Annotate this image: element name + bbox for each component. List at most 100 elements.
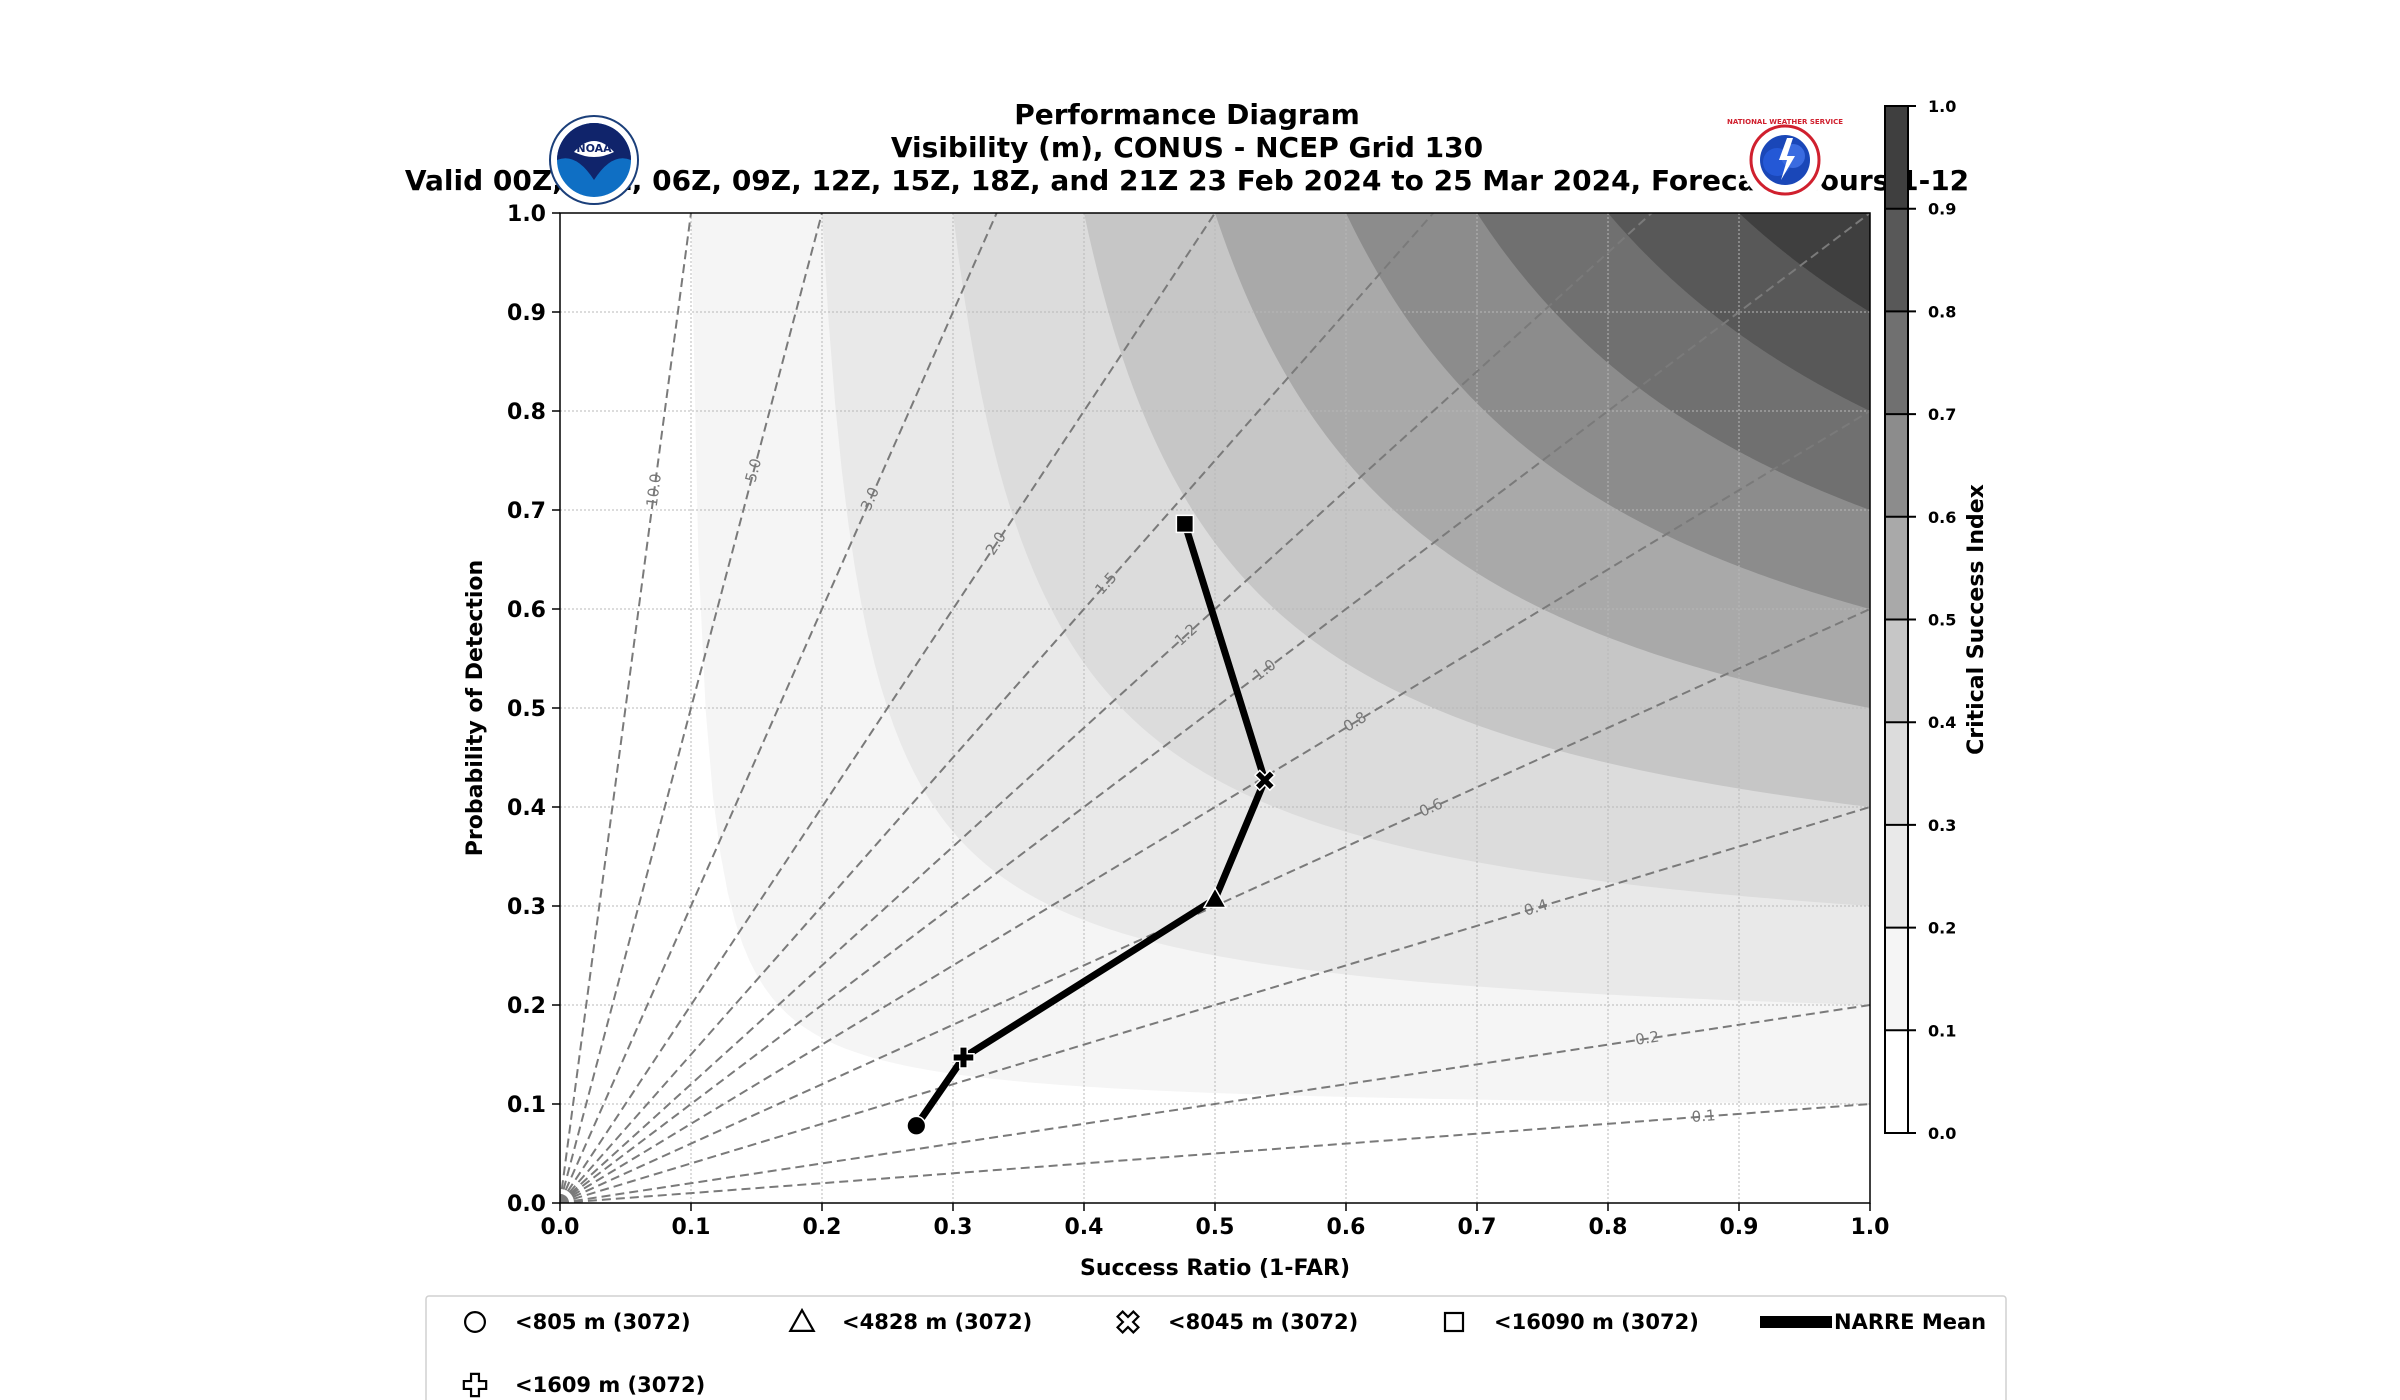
colorbar-tick-label: 0.2: [1928, 919, 1956, 938]
y-tick-label: 1.0: [507, 202, 546, 227]
y-tick-label: 0.7: [507, 499, 546, 524]
colorbar-tick-label: 0.7: [1928, 405, 1956, 424]
colorbar-tick-label: 0.0: [1928, 1124, 1956, 1143]
x-tick-label: 0.7: [1458, 1215, 1497, 1240]
x-tick-label: 0.0: [541, 1215, 580, 1240]
bias-line: [560, 213, 1653, 1203]
colorbar-tick-label: 0.3: [1928, 816, 1956, 835]
bias-line: [560, 213, 1435, 1203]
legend-entry: <16090 m (3072): [1443, 1310, 1699, 1334]
y-tick-label: 0.2: [507, 994, 546, 1019]
x-axis-label: Success Ratio (1-FAR): [1080, 1256, 1350, 1281]
colorbar-tick-label: 0.5: [1928, 611, 1956, 630]
bias-line: [560, 213, 692, 1203]
data-point-plus: [952, 1046, 975, 1069]
nws-logo: NATIONAL WEATHER SERVICE: [1727, 116, 1843, 204]
bias-line: [560, 213, 1870, 1203]
colorbar-segment: [1885, 824, 1908, 928]
data-point-square: [1175, 514, 1195, 534]
x-axis-ticks: 0.0 0.1 0.2 0.3 0.4 0.5 0.6 0.7 0.8 0.9 1.0: [541, 1203, 1890, 1240]
data-point-circle: [906, 1115, 927, 1136]
colorbar-segment: [1885, 516, 1908, 620]
colorbar-label: Critical Success Index: [1964, 484, 1989, 755]
bias-line: [560, 1103, 1870, 1203]
legend-label: <4828 m (3072): [842, 1310, 1032, 1334]
noaa-logo: NOAA: [549, 115, 639, 205]
legend-marker-square: [1443, 1311, 1465, 1333]
bias-line-label: 0.1: [1691, 1106, 1716, 1126]
y-tick-label: 0.3: [507, 895, 546, 920]
y-tick-label: 0.0: [507, 1192, 546, 1217]
bias-line: [560, 213, 823, 1203]
x-tick-label: 1.0: [1851, 1215, 1890, 1240]
legend-label: <8045 m (3072): [1168, 1310, 1358, 1334]
bias-line: [560, 213, 998, 1203]
y-tick-label: 0.9: [507, 301, 546, 326]
colorbar: 0.0 0.1 0.2 0.3 0.4 0.5 0.6 0.7 0.8 0.9 1.0 Critic…: [1884, 97, 1989, 1143]
legend-entry: <8045 m (3072): [1116, 1310, 1358, 1334]
colorbar-segment: [1885, 311, 1908, 415]
bias-line-label: 10.0: [643, 472, 665, 507]
colorbar-segment: [1885, 927, 1908, 1031]
bias-line: [560, 806, 1870, 1203]
x-tick-label: 0.8: [1589, 1215, 1628, 1240]
y-axis-label: Probability of Detection: [463, 560, 488, 856]
title-line-1: Performance Diagram: [1014, 98, 1360, 131]
bias-line-label: 5.0: [742, 456, 766, 484]
colorbar-tick-label: 0.9: [1928, 200, 1956, 219]
legend-entry: NARRE Mean: [1760, 1310, 1986, 1334]
colorbar-tick-label: 0.1: [1928, 1021, 1956, 1040]
colorbar-tick-label: 0.8: [1928, 302, 1956, 321]
legend-label: <16090 m (3072): [1494, 1310, 1699, 1334]
plot-area: 10.05.03.02.01.51.21.00.80.60.40.20.1 0.…: [463, 202, 1889, 1281]
x-tick-label: 0.2: [803, 1215, 842, 1240]
colorbar-tick-label: 0.6: [1928, 508, 1956, 527]
colorbar-tick-label: 0.4: [1928, 713, 1956, 732]
colorbar-tick-label: 1.0: [1928, 97, 1956, 116]
data-series: [906, 514, 1276, 1136]
legend-label: NARRE Mean: [1834, 1310, 1986, 1334]
series-narre-mean: [906, 514, 1276, 1136]
colorbar-segment: [1885, 1030, 1908, 1133]
chart-title: Performance Diagram Visibility (m), CONU…: [405, 98, 1969, 197]
bias-line: [560, 1004, 1870, 1203]
nws-logo-text: NATIONAL WEATHER SERVICE: [1727, 118, 1843, 126]
colorbar-ticks: 0.0 0.1 0.2 0.3 0.4 0.5 0.6 0.7 0.8 0.9 1.0: [1885, 97, 1956, 1143]
y-tick-label: 0.1: [507, 1093, 546, 1118]
data-point-triangle: [1202, 886, 1228, 909]
legend-entry: <805 m (3072): [464, 1310, 691, 1334]
legend-entry: <1609 m (3072): [462, 1372, 705, 1398]
legend-marker-plus: [462, 1372, 488, 1398]
legend-entry: <4828 m (3072): [788, 1307, 1032, 1334]
x-tick-label: 0.4: [1065, 1215, 1104, 1240]
legend-label: <1609 m (3072): [515, 1373, 705, 1397]
legend-marker-x: [1116, 1310, 1140, 1334]
title-line-3: Valid 00Z, 03Z, 06Z, 09Z, 12Z, 15Z, 18Z,…: [405, 164, 1969, 197]
x-tick-label: 0.9: [1720, 1215, 1759, 1240]
x-tick-label: 0.3: [934, 1215, 973, 1240]
y-tick-label: 0.6: [507, 598, 546, 623]
y-tick-label: 0.4: [507, 796, 546, 821]
colorbar-fill: [1885, 106, 1908, 1133]
x-tick-label: 0.6: [1327, 1215, 1366, 1240]
colorbar-segment: [1885, 414, 1908, 517]
legend: <805 m (3072) <4828 m (3072) <8045 m (3072…: [425, 1295, 2007, 1400]
x-tick-label: 0.1: [672, 1215, 711, 1240]
noaa-logo-text: NOAA: [576, 142, 612, 155]
x-tick-label: 0.5: [1196, 1215, 1235, 1240]
legend-frame: [425, 1295, 2007, 1400]
legend-marker-circle: [464, 1310, 487, 1333]
colorbar-segment: [1885, 106, 1908, 209]
title-line-2: Visibility (m), CONUS - NCEP Grid 130: [891, 131, 1483, 164]
colorbar-segment: [1885, 208, 1908, 312]
bias-line: [560, 410, 1870, 1203]
y-tick-label: 0.8: [507, 400, 546, 425]
colorbar-segment: [1885, 619, 1908, 723]
y-tick-label: 0.5: [507, 697, 546, 722]
data-point-x: [1253, 769, 1276, 792]
bias-line-label: 0.2: [1634, 1027, 1660, 1048]
legend-marker-triangle: [788, 1307, 816, 1333]
colorbar-segment: [1885, 722, 1908, 825]
y-axis-ticks: 0.0 0.1 0.2 0.3 0.4 0.5 0.6 0.7 0.8 0.9 1.0: [507, 202, 560, 1217]
